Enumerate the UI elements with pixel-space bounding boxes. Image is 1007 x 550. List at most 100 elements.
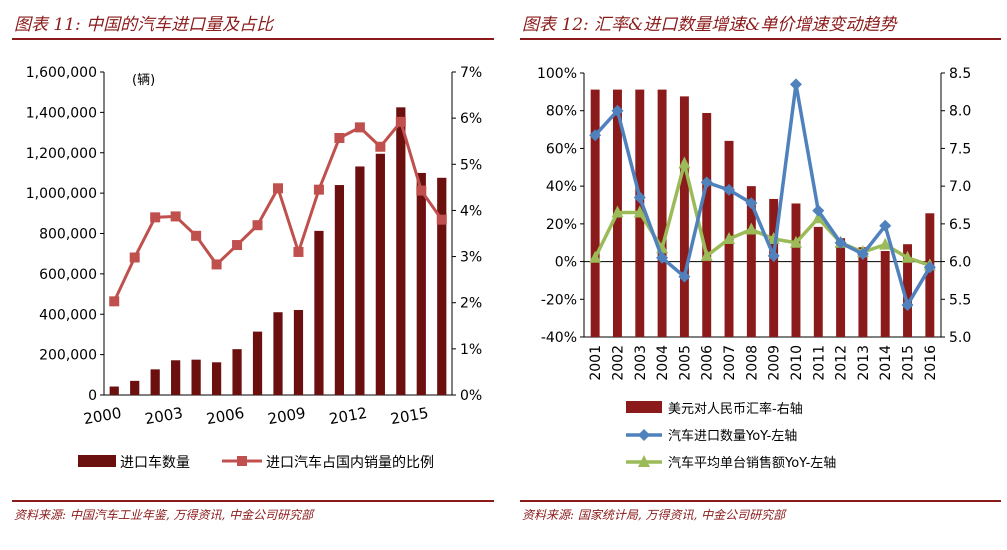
legend-swatch-import-volume — [78, 455, 116, 467]
import-volume-yoy-marker — [611, 104, 624, 117]
x-tick-label: 2015 — [901, 345, 917, 381]
right-y-tick-label: 5.0 — [949, 330, 971, 346]
legend-marker-avg-price-yoy — [638, 455, 650, 467]
x-tick-label: 2009 — [767, 345, 783, 381]
import-volume-bar — [273, 312, 283, 395]
avg-price-yoy-marker — [901, 250, 914, 263]
import-volume-yoy-marker — [923, 261, 936, 274]
x-tick-label: 2010 — [789, 345, 805, 381]
left-chart: 0 200,000 400,000 600,000 800,000 1,000,000 1,… — [26, 65, 482, 471]
import-volume-bar — [396, 107, 406, 395]
import-volume-yoy-marker — [879, 219, 892, 232]
x-tick-label: 2012 — [328, 404, 369, 428]
x-tick-label: 2011 — [811, 345, 827, 381]
legend-label-fx-rate: 美元对人民币汇率-右轴 — [668, 401, 803, 417]
right-source-note: 资料来源: 国家统计局, 万得资讯, 中金公司研究部 — [522, 508, 786, 522]
right-y-tick-label: 6.5 — [949, 217, 971, 233]
fx-rate-bar — [836, 238, 846, 337]
right-y-tick-label: 7.5 — [949, 141, 971, 157]
x-tick-label: 2015 — [389, 404, 430, 428]
legend-label-avg-price-yoy: 汽车平均单台销售额YoY-左轴 — [668, 455, 836, 471]
left-y-tick-label: 400,000 — [39, 307, 97, 323]
avg-price-yoy-marker — [700, 248, 713, 261]
import-volume-bar — [109, 386, 119, 395]
import-volume-yoy-marker — [745, 197, 758, 210]
right-y-tick-label: 8.5 — [949, 66, 971, 82]
fx-rate-bar — [925, 213, 935, 337]
import-volume-bar — [130, 380, 140, 395]
left-y-tick-label: -20% — [541, 292, 577, 308]
left-y-tick-label: 1,400,000 — [26, 105, 97, 121]
avg-price-yoy-marker — [812, 211, 825, 224]
right-chart: -40% -20% 0% 20% 40% 60% 80% 100% 5.0 5.5 6.0 6.5 7.… — [537, 66, 971, 471]
import-share-marker — [375, 141, 386, 152]
import-share-marker — [191, 230, 202, 241]
import-share-marker — [211, 259, 222, 270]
right-y-tick-label: 7.0 — [949, 179, 971, 195]
left-y-tick-label: -40% — [541, 330, 577, 346]
x-tick-label: 2005 — [677, 345, 693, 381]
legend-marker-import-share — [237, 456, 247, 466]
fx-rate-bar — [880, 251, 890, 337]
left-y-tick-label: 1,000,000 — [26, 186, 97, 202]
x-tick-label: 2003 — [143, 404, 184, 428]
fx-rate-bar — [858, 247, 868, 337]
import-share-marker — [354, 122, 365, 133]
right-y-tick-label: 1% — [460, 342, 482, 358]
left-y-tick-label: 0 — [88, 388, 97, 404]
legend-label-import-volume-yoy: 汽车进口数量YoY-左轴 — [668, 428, 797, 444]
x-tick-label: 2004 — [655, 345, 671, 381]
import-volume-bar — [211, 362, 222, 395]
import-volume-bar — [334, 185, 345, 395]
import-share-marker — [436, 214, 447, 225]
avg-price-yoy-marker — [879, 237, 892, 250]
left-y-tick-label: 40% — [546, 179, 577, 195]
right-y-tick-label: 8.0 — [949, 104, 971, 120]
left-y-tick-label: 80% — [546, 104, 577, 120]
x-tick-label: 2012 — [834, 345, 850, 381]
right-y-tick-label: 2% — [460, 296, 482, 312]
fx-rate-bar — [813, 226, 823, 337]
import-volume-yoy-marker — [678, 270, 691, 283]
import-share-marker — [273, 183, 283, 194]
right-y-tick-label: 4% — [460, 203, 482, 219]
avg-price-yoy-marker — [745, 222, 758, 235]
avg-price-yoy-marker — [611, 205, 624, 218]
import-volume-bar — [314, 230, 324, 395]
import-share-marker — [252, 220, 263, 231]
x-tick-label: 2000 — [82, 404, 123, 428]
avg-price-yoy-marker — [678, 156, 691, 169]
import-volume-yoy-marker — [856, 248, 869, 261]
import-share-marker — [334, 132, 345, 143]
import-volume-yoy-marker — [700, 176, 713, 189]
x-tick-label: 2006 — [205, 404, 246, 428]
import-volume-bar — [191, 359, 201, 395]
import-volume-bar — [355, 166, 365, 395]
x-tick-label: 2006 — [700, 345, 716, 381]
import-volume-bar — [252, 331, 263, 395]
import-volume-bar — [437, 177, 447, 395]
fx-rate-bar — [590, 89, 600, 337]
avg-price-yoy-marker — [723, 231, 736, 244]
import-share-marker — [313, 184, 324, 195]
import-volume-bar — [150, 369, 160, 395]
import-share-marker — [293, 246, 304, 257]
left-y-tick-label: 1,600,000 — [26, 65, 97, 81]
legend-swatch-fx-rate — [626, 401, 662, 413]
x-tick-label: 2002 — [610, 345, 626, 381]
right-y-tick-label: 7% — [460, 65, 482, 81]
import-volume-yoy-line — [593, 84, 932, 310]
import-volume-bar — [416, 172, 426, 395]
fx-rate-bar — [657, 89, 667, 337]
left-title-rule — [12, 38, 494, 40]
fx-rate-bar — [791, 203, 801, 337]
import-volume-yoy-marker — [767, 249, 780, 262]
right-source-rule — [520, 500, 1001, 502]
import-volume-bar — [232, 349, 242, 395]
legend-marker-import-volume-yoy — [638, 429, 650, 441]
right-y-tick-label: 5.5 — [949, 292, 971, 308]
import-volume-yoy-marker — [633, 191, 646, 204]
import-volume-bar — [375, 153, 385, 395]
import-share-marker — [232, 240, 243, 251]
right-y-tick-label: 0% — [460, 388, 482, 404]
